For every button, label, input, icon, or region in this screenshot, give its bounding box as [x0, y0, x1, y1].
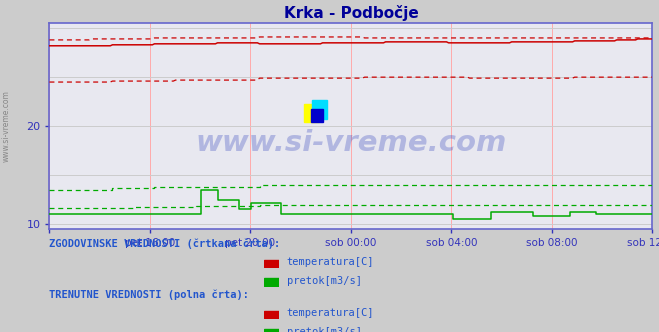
Text: pretok[m3/s]: pretok[m3/s]	[287, 327, 362, 332]
Bar	[264, 311, 279, 318]
Bar	[304, 104, 319, 122]
Bar	[264, 278, 279, 286]
Title: Krka - Podbočje: Krka - Podbočje	[283, 5, 418, 21]
Text: pretok[m3/s]: pretok[m3/s]	[287, 276, 362, 286]
Bar	[310, 109, 322, 122]
Text: temperatura[C]: temperatura[C]	[287, 257, 374, 267]
Bar	[264, 329, 279, 332]
Bar	[312, 100, 327, 119]
Text: www.si-vreme.com: www.si-vreme.com	[2, 90, 11, 162]
Text: www.si-vreme.com: www.si-vreme.com	[195, 128, 507, 157]
Text: ZGODOVINSKE VREDNOSTI (črtkana črta):: ZGODOVINSKE VREDNOSTI (črtkana črta):	[49, 239, 281, 249]
Text: TRENUTNE VREDNOSTI (polna črta):: TRENUTNE VREDNOSTI (polna črta):	[49, 290, 249, 300]
Bar	[264, 260, 279, 267]
Text: temperatura[C]: temperatura[C]	[287, 308, 374, 318]
